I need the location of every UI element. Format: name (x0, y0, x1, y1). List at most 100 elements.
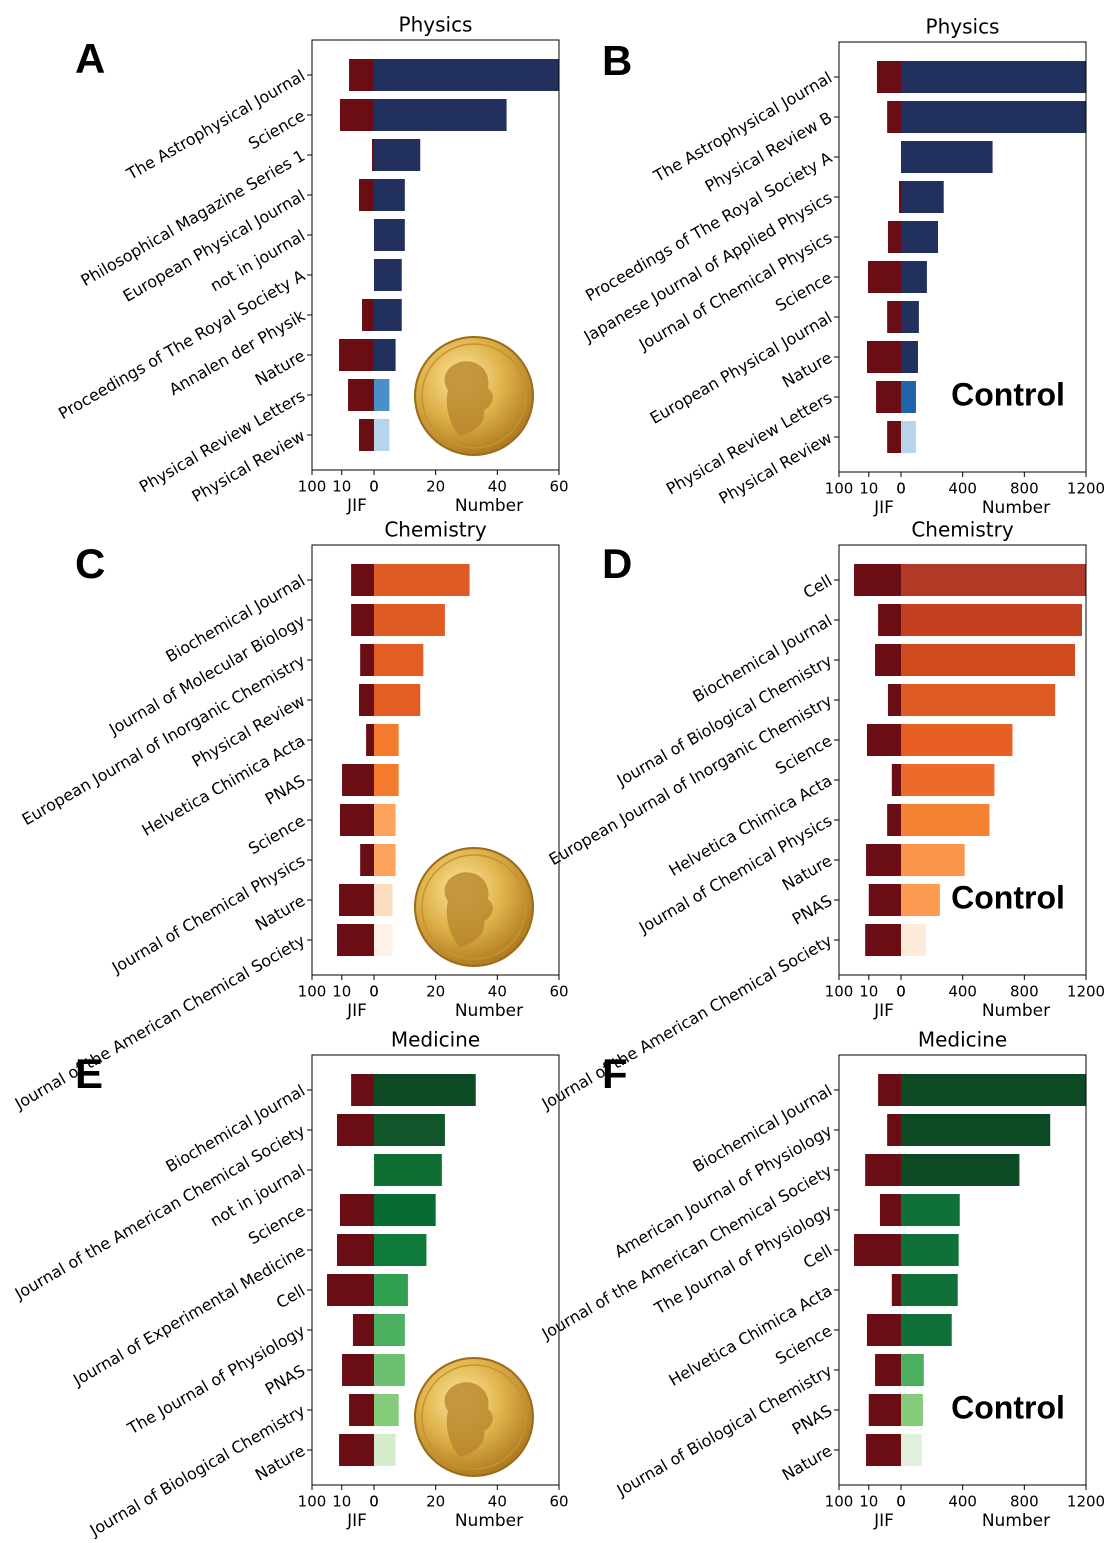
number-bar (374, 59, 559, 91)
number-bar (901, 301, 919, 333)
panel-title: Chemistry (384, 518, 486, 542)
number-bar (901, 181, 944, 213)
panel-letter: A (75, 35, 105, 82)
x-tick-label: 0 (896, 983, 906, 1001)
number-bar (901, 724, 1013, 756)
jif-bar (868, 884, 901, 916)
jif-bar (887, 101, 901, 133)
jif-bar (352, 1314, 374, 1346)
x-axis-label: JIF (346, 496, 367, 516)
category-label: PNAS (789, 1401, 835, 1439)
number-bar (374, 644, 424, 676)
bars (337, 564, 470, 956)
category-label: Nature (252, 346, 308, 390)
number-bar (374, 139, 421, 171)
x-tick-label: 10 (859, 480, 878, 498)
x-axis-label: JIF (346, 1001, 367, 1021)
number-bar (374, 724, 399, 756)
category-label: Proceedings of The Royal Society A (55, 266, 308, 423)
jif-bar (339, 1434, 374, 1466)
number-bar (374, 299, 402, 331)
annotation: Control (951, 879, 1065, 915)
number-bar (374, 604, 445, 636)
jif-bar (879, 1194, 901, 1226)
jif-bar (342, 764, 374, 796)
x-tick-label: 400 (948, 480, 977, 498)
annotation: Control (951, 376, 1065, 412)
jif-bar (342, 1354, 374, 1386)
jif-bar (887, 421, 901, 453)
x-axis-label: JIF (873, 1511, 894, 1531)
number-bar (374, 844, 396, 876)
x-tick-label: 40 (488, 983, 507, 1001)
x-tick-label: 800 (1010, 480, 1039, 498)
number-bar (901, 804, 990, 836)
number-bar (374, 924, 393, 956)
x-tick-label: 0 (896, 480, 906, 498)
number-bar (374, 379, 390, 411)
jif-bar (337, 924, 374, 956)
number-bar (374, 684, 421, 716)
x-axis-label: JIF (346, 1511, 367, 1531)
number-bar (374, 564, 470, 596)
panel-title: Physics (399, 13, 473, 37)
x-tick-label: 0 (369, 983, 379, 1001)
jif-bar (866, 1314, 901, 1346)
category-label: Nature (252, 891, 308, 935)
jif-bar (337, 1234, 374, 1266)
jif-bar (348, 379, 374, 411)
panel-letter: C (75, 540, 105, 587)
category-label: Cell (273, 1281, 308, 1312)
jif-bar (887, 684, 901, 716)
jif-bar (867, 261, 901, 293)
x-tick-label: 100 (298, 983, 327, 1001)
number-bar (374, 179, 405, 211)
number-bar (901, 604, 1082, 636)
number-bar (374, 99, 507, 131)
jif-bar (854, 1234, 901, 1266)
jif-bar (866, 1434, 901, 1466)
number-bar (374, 884, 393, 916)
number-bar (901, 61, 1086, 93)
number-bar (901, 1394, 923, 1426)
jif-bar (349, 59, 374, 91)
jif-bar (866, 724, 901, 756)
number-bar (374, 1434, 396, 1466)
x-tick-label: 0 (896, 480, 906, 498)
x-tick-label: 100 (825, 983, 854, 1001)
category-label: Nature (779, 348, 835, 392)
jif-bar (865, 924, 901, 956)
jif-bar (339, 99, 374, 131)
x-axis-label: Number (455, 496, 523, 516)
medal (414, 1357, 534, 1477)
bars (339, 59, 559, 451)
category-label: Physical Review (716, 428, 836, 508)
panel-letter: D (602, 540, 632, 587)
number-bar (901, 141, 993, 173)
number-bar (374, 219, 405, 251)
x-tick-label: 0 (896, 1493, 906, 1511)
number-bar (374, 1394, 399, 1426)
number-bar (901, 1194, 960, 1226)
number-bar (901, 844, 965, 876)
jif-bar (339, 884, 374, 916)
number-bar (374, 804, 396, 836)
x-tick-label: 0 (369, 1493, 379, 1511)
x-tick-label: 100 (298, 478, 327, 496)
number-bar (901, 1314, 952, 1346)
jif-bar (875, 644, 901, 676)
number-bar (901, 341, 918, 373)
number-bar (901, 221, 938, 253)
number-bar (901, 924, 926, 956)
jif-bar (891, 1274, 901, 1306)
x-tick-label: 0 (369, 478, 379, 496)
category-label: Nature (779, 1441, 835, 1485)
medal (414, 336, 534, 456)
jif-bar (875, 1354, 901, 1386)
number-bar (374, 339, 396, 371)
x-tick-label: 1200 (1067, 1493, 1105, 1511)
jif-bar (351, 564, 374, 596)
